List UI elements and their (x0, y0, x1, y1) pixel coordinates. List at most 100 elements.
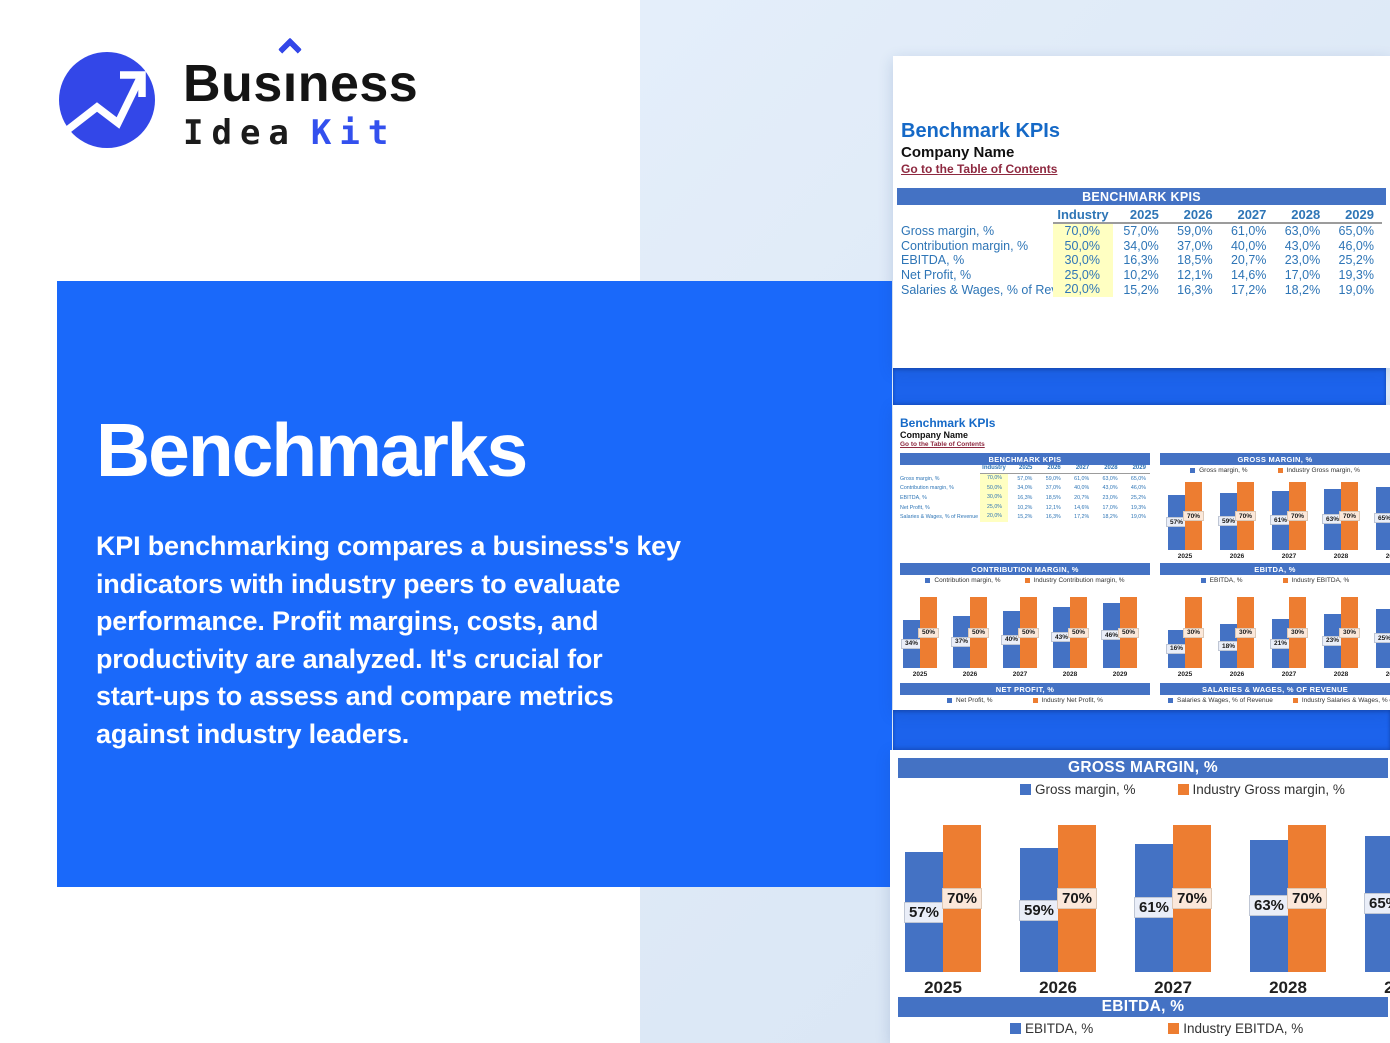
value-cell: 63,0% (1284, 224, 1321, 239)
table-row: Contribution margin, % 50,0% 34,0% 37,0% 40,… (901, 238, 1386, 254)
row-label: EBITDA, % (900, 494, 927, 501)
series-orange-swatch-icon (1177, 783, 1189, 795)
row-label: EBITDA, % (901, 253, 965, 268)
column-header-year: 2029 (1132, 464, 1146, 471)
axis-category-label: 2029 (1385, 553, 1390, 560)
bar-data-label: 34% (901, 638, 922, 649)
industry-value-cell: 50,0% (1053, 238, 1113, 254)
legend-label: Gross margin, % (1199, 467, 1248, 474)
value-cell: 61,0% (1074, 475, 1090, 482)
row-label: Net Profit, % (901, 268, 972, 283)
sheet-card-dashboard: Benchmark KPIs Company Name Go to the Ta… (893, 405, 1390, 710)
value-cell: 43,0% (1284, 238, 1321, 253)
chart-title-band: GROSS MARGIN, % (1160, 453, 1390, 465)
axis-category-label: 2029 (1112, 671, 1128, 678)
legend-label: Gross margin, % (1035, 781, 1136, 797)
chart-legend: Contribution margin, % Industry Contribut… (900, 576, 1150, 585)
hero-title: Benchmarks (96, 408, 528, 492)
table-row: Net Profit, % 25,0% 10,2% 12,1% 14,6% 17,0% 19… (900, 502, 1150, 513)
value-cell: 61,0% (1230, 224, 1267, 239)
bar-data-label: 50% (1018, 627, 1039, 638)
bar-data-label: 37% (951, 636, 972, 647)
table-row: EBITDA, % 30,0% 16,3% 18,5% 20,7% 23,0% 25,2% (901, 253, 1386, 268)
column-header-year: 2028 (1104, 464, 1118, 471)
gross-margin-mini-chart: 57% 70% 2025 59% 70% 2026 61% 70% 2027 63% 70% 2028… (1160, 477, 1390, 562)
chart-legend: EBITDA, % Industry EBITDA, % (1160, 576, 1390, 585)
sheet-card-gross-margin-chart: GROSS MARGIN, % Gross margin, % Industry … (890, 750, 1390, 1043)
value-cell: 15,2% (1123, 282, 1159, 297)
bar-data-label: 70% (1287, 511, 1308, 522)
value-cell: 34,0% (1017, 485, 1033, 492)
axis-category-label: 2029 (1384, 978, 1390, 997)
series-blue-swatch-icon (947, 698, 953, 703)
value-cell: 17,2% (1074, 514, 1090, 521)
row-label: Net Profit, % (900, 504, 930, 511)
legend-item: Gross margin, % (1020, 782, 1136, 797)
benchmark-table-mini: Industry 2025 2026 2027 2028 2029 Gross margin… (900, 462, 1150, 522)
hero-paragraph-line: start-ups to assess and compare metrics (96, 681, 614, 712)
value-cell: 23,0% (1102, 494, 1118, 501)
axis-category-label: 2026 (1039, 978, 1077, 997)
bar-data-label: 63% (1249, 895, 1289, 917)
bar-data-label: 65% (1374, 513, 1390, 524)
value-cell: 17,2% (1230, 282, 1267, 297)
value-cell: 18,2% (1284, 282, 1321, 297)
sheet-card-kpi-table: Benchmark KPIs Company Name Go to the Ta… (893, 56, 1390, 368)
axis-category-label: 2025 (924, 978, 962, 997)
series-orange-swatch-icon (1292, 698, 1298, 703)
legend-item: Salaries & Wages, % of Revenue (1168, 697, 1273, 704)
bar-data-label: 30% (1183, 627, 1204, 638)
contribution-margin-mini-chart: 34% 50% 2025 37% 50% 2026 40% 50% 2027 43% 50% 2028… (900, 588, 1150, 680)
bar-data-label: 57% (904, 901, 944, 923)
legend-label: Industry Net Profit, % (1041, 697, 1103, 704)
value-cell: 16,3% (1177, 282, 1213, 297)
bar-data-label: 70% (1287, 888, 1327, 909)
column-header-industry: Industry (1057, 206, 1109, 222)
legend-item: Industry Gross margin, % (1177, 782, 1345, 797)
column-header-year: 2025 (1019, 464, 1033, 471)
value-cell: 18,5% (1177, 253, 1213, 268)
bar-data-label: 50% (968, 627, 989, 638)
legend-item: Industry Gross margin, % (1277, 467, 1360, 474)
value-cell: 16,3% (1045, 514, 1061, 521)
table-of-contents-link[interactable]: Go to the Table of Contents (900, 441, 985, 448)
bar-data-label: 50% (1068, 627, 1089, 638)
bar-data-label: 50% (918, 627, 939, 638)
chart-title-band: GROSS MARGIN, % (898, 758, 1388, 778)
axis-category-label: 2028 (1269, 978, 1307, 997)
legend-label: EBITDA, % (1209, 577, 1243, 584)
value-cell: 65,0% (1130, 475, 1146, 482)
bar-data-label: 16% (1166, 643, 1187, 654)
brand-name-business: Busı ness (183, 37, 418, 114)
row-label: Salaries & Wages, % of Revenue (901, 282, 1053, 297)
hero-panel: Benchmarks KPI benchmarking compares a b… (57, 281, 892, 887)
industry-value-cell: 20,0% (980, 512, 1008, 522)
axis-category-label: 2028 (1333, 553, 1349, 560)
row-label: Salaries & Wages, % of Revenue (900, 514, 979, 521)
bar-data-label: 59% (1019, 899, 1059, 921)
series-blue-swatch-icon (1168, 698, 1173, 703)
table-row: Gross margin, % 70,0% 57,0% 59,0% 61,0% 63,0%… (900, 474, 1150, 484)
value-cell: 10,2% (1123, 268, 1159, 283)
value-cell: 40,0% (1074, 485, 1090, 492)
legend-label: Industry EBITDA, % (1183, 1020, 1304, 1036)
industry-value-cell: 20,0% (1053, 282, 1113, 297)
bar-data-label: 25% (1374, 633, 1390, 644)
value-cell: 10,2% (1017, 504, 1033, 511)
industry-value-cell: 50,0% (980, 483, 1008, 494)
brand-business-i: ı (278, 37, 303, 114)
value-cell: 14,6% (1230, 268, 1267, 283)
bar-data-label: 30% (1235, 627, 1256, 638)
column-header-year: 2025 (1129, 206, 1159, 222)
value-cell: 19,3% (1338, 268, 1374, 283)
value-cell: 59,0% (1045, 475, 1061, 482)
brand-name-ideakit: Idea Kit (183, 113, 396, 153)
chart-title-band: SALARIES & WAGES, % OF REVENUE (1160, 683, 1390, 695)
value-cell: 17,0% (1284, 268, 1321, 283)
series-blue-swatch-icon (1200, 578, 1206, 583)
table-header-row: Industry 2025 2026 2027 2028 2029 (900, 462, 1150, 473)
bar-data-label: 30% (1287, 627, 1308, 638)
table-of-contents-link[interactable]: Go to the Table of Contents (901, 162, 1058, 176)
